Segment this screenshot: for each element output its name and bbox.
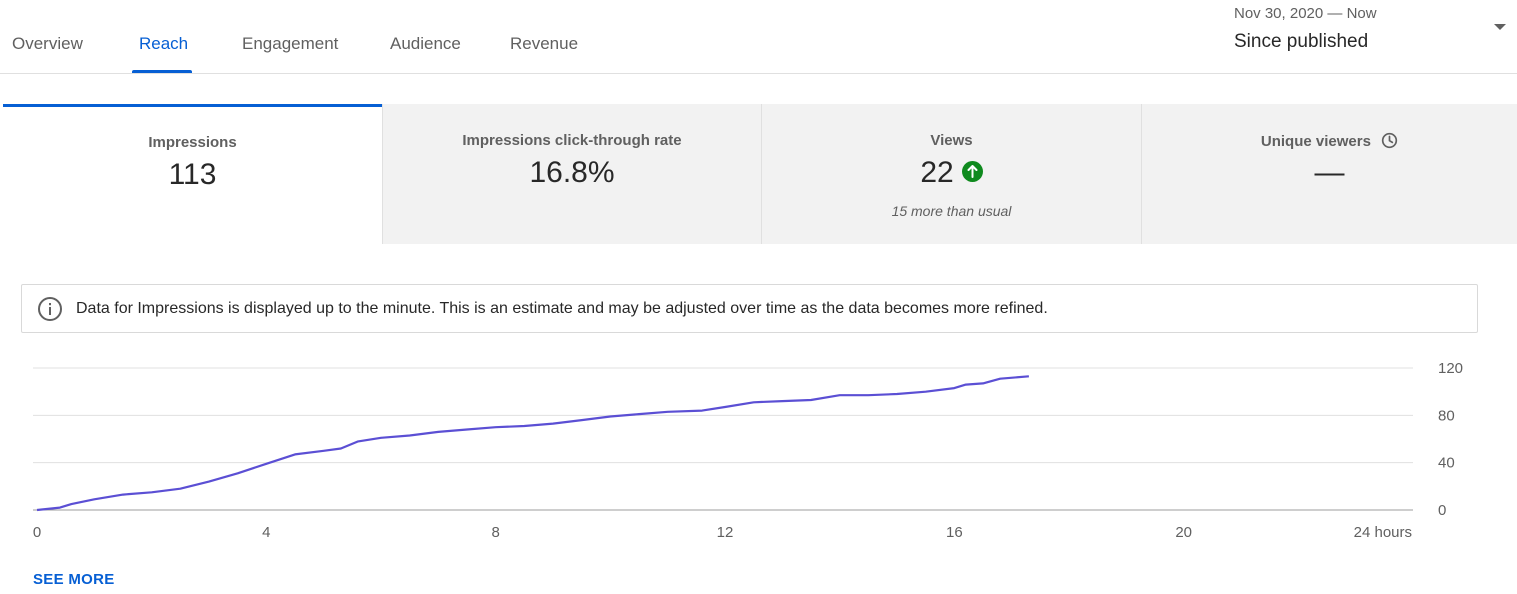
tab-revenue[interactable]: Revenue (510, 34, 579, 53)
metric-note: 15 more than usual (891, 203, 1012, 219)
metric-value: 113 (168, 158, 217, 191)
y-tick-label: 0 (1438, 502, 1446, 519)
metric-card-unique-viewers[interactable]: Unique viewers — (1142, 104, 1517, 244)
see-more-link[interactable]: SEE MORE (33, 571, 115, 588)
x-tick-label: 0 (33, 524, 41, 541)
x-tick-label: 4 (262, 524, 270, 541)
y-tick-label: 40 (1438, 455, 1455, 472)
date-range-label: Since published (1234, 31, 1369, 52)
metric-cards: Impressions 113 Impressions click-throug… (0, 104, 1517, 244)
impressions-chart: 0 40 80 120 0 4 8 12 16 20 24 hours (0, 350, 1517, 550)
metric-card-ctr[interactable]: Impressions click-through rate 16.8% (383, 104, 761, 244)
tab-engagement[interactable]: Engagement (242, 34, 339, 53)
y-tick-label: 120 (1438, 360, 1463, 377)
card-divider (761, 104, 762, 244)
info-icon (38, 297, 62, 321)
metric-value: 22 (920, 156, 954, 189)
date-range-selector[interactable]: Nov 30, 2020 — Now Since published (1234, 4, 1514, 60)
clock-icon (1381, 132, 1398, 149)
info-banner: Data for Impressions is displayed up to … (21, 284, 1478, 333)
date-range-dates: Nov 30, 2020 — Now (1234, 5, 1377, 22)
impressions-line-chart: 0 40 80 120 0 4 8 12 16 20 24 hours (33, 360, 1463, 541)
metric-value: 16.8% (529, 156, 615, 189)
metric-card-impressions[interactable]: Impressions 113 (3, 104, 382, 244)
active-tab-indicator (132, 70, 192, 73)
tab-reach[interactable]: Reach (139, 34, 189, 53)
caret-down-icon (1494, 24, 1506, 30)
x-tick-label: 24 hours (1354, 524, 1412, 541)
x-tick-label: 8 (491, 524, 499, 541)
metric-card-views[interactable]: Views 22 15 more than usual (762, 104, 1141, 244)
series-line-impressions[interactable] (36, 375, 1029, 512)
metric-title: Impressions click-through rate (462, 132, 682, 149)
metric-title: Unique viewers (1260, 133, 1371, 150)
tab-bar: Overview Reach Engagement Audience Reven… (0, 0, 1517, 74)
metric-title: Impressions (148, 134, 237, 151)
tab-overview[interactable]: Overview (12, 34, 83, 53)
info-banner-text: Data for Impressions is displayed up to … (76, 300, 1048, 317)
metric-title-row: Unique viewers (1142, 132, 1517, 150)
card-divider (382, 104, 383, 244)
card-divider (1141, 104, 1142, 244)
metric-value: — (1314, 156, 1345, 189)
x-tick-label: 12 (717, 524, 734, 541)
metric-title: Views (930, 132, 973, 149)
x-tick-label: 16 (946, 524, 963, 541)
metric-value-row: 22 (762, 156, 1141, 190)
arrow-up-icon (961, 160, 983, 182)
y-tick-label: 80 (1438, 407, 1455, 424)
tab-audience[interactable]: Audience (390, 34, 461, 53)
x-tick-label: 20 (1175, 524, 1192, 541)
